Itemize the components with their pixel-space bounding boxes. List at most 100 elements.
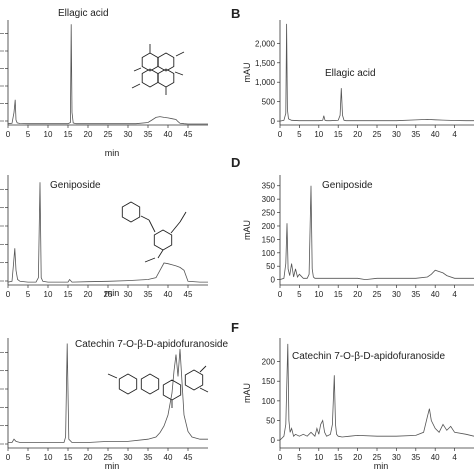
compound-annotation: Catechin 7-O-β-D-apidofuranoside [292,351,445,362]
panel-e: 0 5 10 15 20 25 30 35 40 45 min Catechin 7-O-β-D-ap… [0,338,228,471]
x-tick-label: 30 [392,290,401,299]
x-tick-label: 30 [392,453,401,462]
series-line [7,182,208,283]
x-tick-label: 25 [373,290,382,299]
x-tick-label: 40 [164,290,173,299]
x-tick-label: 40 [431,290,440,299]
y-tick-label: 50 [266,262,275,271]
x-tick-label: 5 [26,453,31,462]
x-tick-label: 25 [104,453,113,462]
x-tick-label: 35 [144,130,153,139]
x-tick-label: 4 [452,130,457,139]
series-line [279,23,474,122]
y-axis-label: mAU [242,63,252,83]
series-line [279,343,474,441]
panel-d: 0 5 10 15 20 25 30 35 40 4050100150200250300350mA… [231,155,474,299]
series-line [7,24,208,125]
x-tick-label: 45 [184,290,193,299]
x-tick-label: 5 [297,130,302,139]
x-axis-label: min [105,288,120,298]
x-tick-label: 20 [353,130,362,139]
x-tick-label: 15 [334,290,343,299]
catechin-apidofuranoside-structure-icon [107,365,209,408]
panel-letter: F [231,320,239,335]
x-tick-label: 10 [314,290,323,299]
x-tick-label: 5 [26,130,31,139]
y-axis-label: mAU [242,220,252,240]
y-tick-label: 100 [262,249,276,258]
x-tick-label: 20 [84,453,93,462]
x-tick-label: 30 [124,290,133,299]
x-tick-label: 15 [334,130,343,139]
x-tick-label: 0 [6,453,11,462]
x-axis-label: min [105,148,120,158]
panel-c: 0 5 10 15 20 25 30 35 40 45 min Geniposide [0,175,208,299]
x-tick-label: 40 [431,130,440,139]
y-tick-label: 500 [262,98,276,107]
y-tick-label: 250 [262,209,276,218]
x-tick-label: 15 [64,130,73,139]
x-tick-label: 4 [452,290,457,299]
x-tick-label: 45 [184,453,193,462]
x-tick-label: 20 [353,453,362,462]
x-tick-label: 5 [26,290,31,299]
x-tick-label: 20 [353,290,362,299]
x-axis-label: min [105,461,120,471]
y-tick-label: 150 [262,377,276,386]
compound-annotation: Geniposide [50,180,101,191]
series-line [279,185,474,281]
x-tick-label: 0 [6,290,11,299]
x-tick-label: 10 [314,130,323,139]
x-tick-label: 15 [334,453,343,462]
x-tick-label: 5 [297,290,302,299]
x-tick-label: 30 [124,453,133,462]
x-tick-label: 0 [278,290,283,299]
x-tick-label: 20 [84,130,93,139]
x-tick-label: 20 [84,290,93,299]
x-tick-label: 40 [431,453,440,462]
y-tick-label: 0 [271,117,276,126]
x-tick-label: 35 [411,290,420,299]
panel-a: 0 5 10 15 20 25 30 35 40 45 min Ellagic acid [0,8,208,158]
y-tick-label: 0 [271,276,276,285]
y-tick-label: 200 [262,358,276,367]
x-tick-label: 0 [278,453,283,462]
x-tick-label: 35 [144,453,153,462]
x-tick-label: 35 [411,130,420,139]
x-tick-label: 4 [452,453,457,462]
x-tick-label: 10 [44,130,53,139]
geniposide-structure-icon [121,201,187,263]
x-tick-label: 45 [184,130,193,139]
x-tick-label: 30 [124,130,133,139]
x-tick-label: 25 [373,453,382,462]
x-axis-label: min [374,461,389,471]
x-tick-label: 0 [278,130,283,139]
compound-annotation: Ellagic acid [325,68,376,79]
panel-letter: D [231,155,240,170]
panel-f: 0 5 10 15 20 25 30 35 40 4050100150200mAUminCatec… [231,320,474,471]
y-tick-label: 150 [262,235,276,244]
series-line [8,343,208,443]
x-tick-label: 40 [164,130,173,139]
x-tick-label: 40 [164,453,173,462]
y-tick-label: 100 [262,397,276,406]
y-tick-label: 1,500 [255,59,276,68]
y-tick-label: 2,000 [255,39,276,48]
compound-annotation: Catechin 7-O-β-D-apidofuranoside [75,339,228,350]
y-tick-label: 200 [262,222,276,231]
x-tick-label: 25 [104,290,113,299]
x-tick-label: 30 [392,130,401,139]
x-tick-label: 25 [373,130,382,139]
compound-annotation: Ellagic acid [58,8,109,19]
x-tick-label: 15 [64,290,73,299]
ellagic-acid-structure-icon [131,44,185,95]
y-tick-label: 350 [262,182,276,191]
x-tick-label: 10 [44,290,53,299]
x-tick-label: 10 [44,453,53,462]
x-tick-label: 15 [64,453,73,462]
x-tick-label: 25 [104,130,113,139]
x-tick-label: 5 [297,453,302,462]
